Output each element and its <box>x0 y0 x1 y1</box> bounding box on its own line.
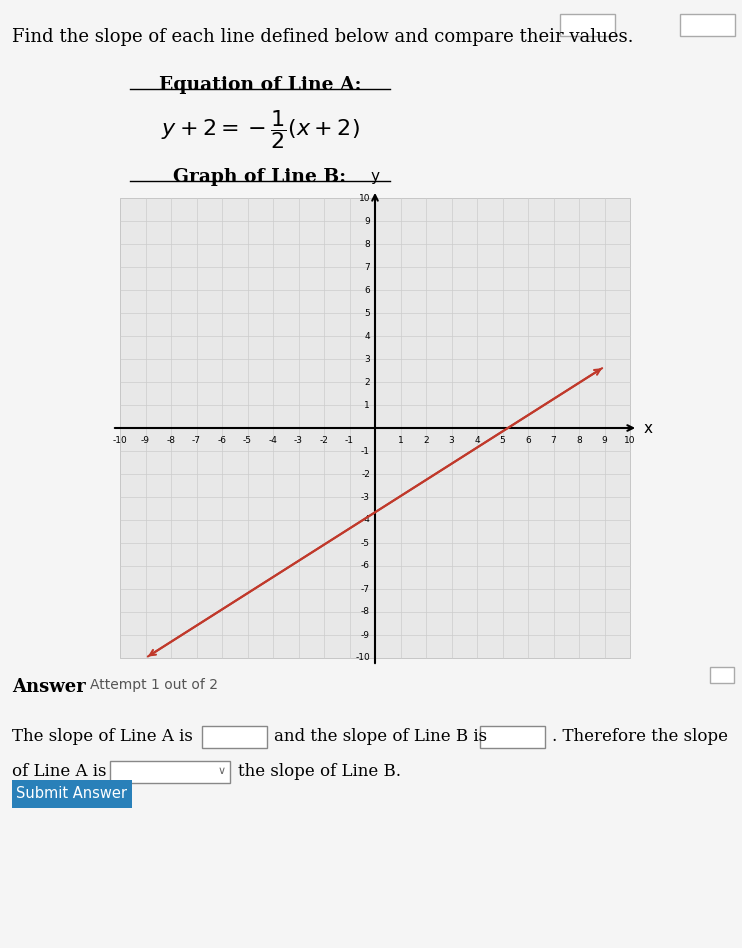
Text: 5: 5 <box>364 308 370 318</box>
Bar <box>680 14 735 36</box>
Text: 2: 2 <box>423 436 429 445</box>
Text: 10: 10 <box>624 436 636 445</box>
Text: -4: -4 <box>361 516 370 524</box>
Text: 9: 9 <box>602 436 608 445</box>
Text: of Line A is: of Line A is <box>12 763 107 780</box>
Text: 9: 9 <box>364 216 370 226</box>
Text: Attempt 1 out of 2: Attempt 1 out of 2 <box>90 678 218 692</box>
Text: -1: -1 <box>361 447 370 455</box>
Text: the slope of Line B.: the slope of Line B. <box>238 763 401 780</box>
Bar <box>12 780 132 808</box>
Text: ∨: ∨ <box>218 766 226 776</box>
Text: . Therefore the slope: . Therefore the slope <box>552 728 728 745</box>
Text: 3: 3 <box>364 355 370 363</box>
Text: Answer: Answer <box>12 678 86 696</box>
Text: -9: -9 <box>141 436 150 445</box>
Text: -2: -2 <box>361 469 370 479</box>
Bar <box>120 198 630 658</box>
Text: 7: 7 <box>364 263 370 271</box>
Text: x: x <box>644 421 653 435</box>
Text: -3: -3 <box>294 436 303 445</box>
Text: -10: -10 <box>355 653 370 663</box>
Bar <box>480 726 545 748</box>
Text: -5: -5 <box>361 538 370 548</box>
Text: y: y <box>370 169 379 184</box>
Text: 8: 8 <box>576 436 582 445</box>
Text: 1: 1 <box>364 400 370 410</box>
Text: 6: 6 <box>364 285 370 295</box>
Bar <box>560 14 615 36</box>
Text: $y + 2 = -\dfrac{1}{2}(x + 2)$: $y + 2 = -\dfrac{1}{2}(x + 2)$ <box>160 108 359 151</box>
Text: 3: 3 <box>449 436 454 445</box>
Text: Submit Answer: Submit Answer <box>16 787 128 801</box>
Text: 4: 4 <box>474 436 480 445</box>
Text: -7: -7 <box>192 436 201 445</box>
Bar <box>110 761 230 783</box>
Text: The slope of Line A is: The slope of Line A is <box>12 728 193 745</box>
Text: 4: 4 <box>364 332 370 340</box>
Bar <box>202 726 267 748</box>
Text: 6: 6 <box>525 436 531 445</box>
Text: -6: -6 <box>217 436 226 445</box>
Text: -1: -1 <box>345 436 354 445</box>
Text: Equation of Line A:: Equation of Line A: <box>159 76 361 94</box>
Text: and the slope of Line B is: and the slope of Line B is <box>274 728 487 745</box>
Bar <box>710 667 734 683</box>
Text: -7: -7 <box>361 585 370 593</box>
Text: -4: -4 <box>269 436 278 445</box>
Text: -9: -9 <box>361 630 370 640</box>
Text: -3: -3 <box>361 493 370 501</box>
Text: Graph of Line B:: Graph of Line B: <box>174 168 347 186</box>
Text: -6: -6 <box>361 561 370 571</box>
Text: -8: -8 <box>361 608 370 616</box>
Text: Find the slope of each line defined below and compare their values.: Find the slope of each line defined belo… <box>12 28 634 46</box>
Text: 7: 7 <box>551 436 556 445</box>
Text: -8: -8 <box>166 436 176 445</box>
Text: 5: 5 <box>499 436 505 445</box>
Text: 10: 10 <box>358 193 370 203</box>
Text: -5: -5 <box>243 436 252 445</box>
Text: -2: -2 <box>320 436 329 445</box>
Text: 8: 8 <box>364 240 370 248</box>
Text: 1: 1 <box>398 436 404 445</box>
Text: -10: -10 <box>113 436 128 445</box>
Text: 2: 2 <box>364 377 370 387</box>
